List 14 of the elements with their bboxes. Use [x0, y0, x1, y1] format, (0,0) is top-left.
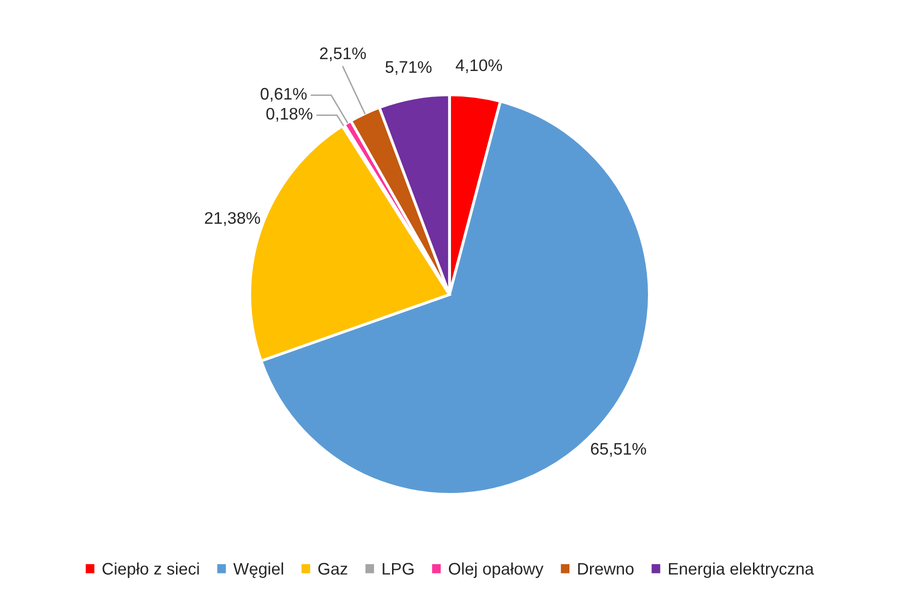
data-label: 4,10% [456, 59, 502, 74]
data-label: 2,51% [320, 47, 366, 62]
data-label: 65,51% [590, 442, 646, 457]
data-label: 5,71% [386, 61, 432, 75]
legend-label: Gaz [318, 562, 348, 575]
legend-label: Drewno [578, 563, 634, 575]
legend-label: Węgiel [233, 562, 284, 578]
data-label: 21,38% [204, 212, 260, 226]
legend-label: Olej opałowy [448, 562, 544, 578]
data-label: 0,61% [260, 88, 307, 102]
legend-label: Ciepło z sieci [102, 562, 199, 578]
legend-label: Energia elektryczna [668, 562, 814, 578]
legend-label: LPG [382, 562, 414, 575]
data-label: 0,18% [266, 108, 312, 122]
